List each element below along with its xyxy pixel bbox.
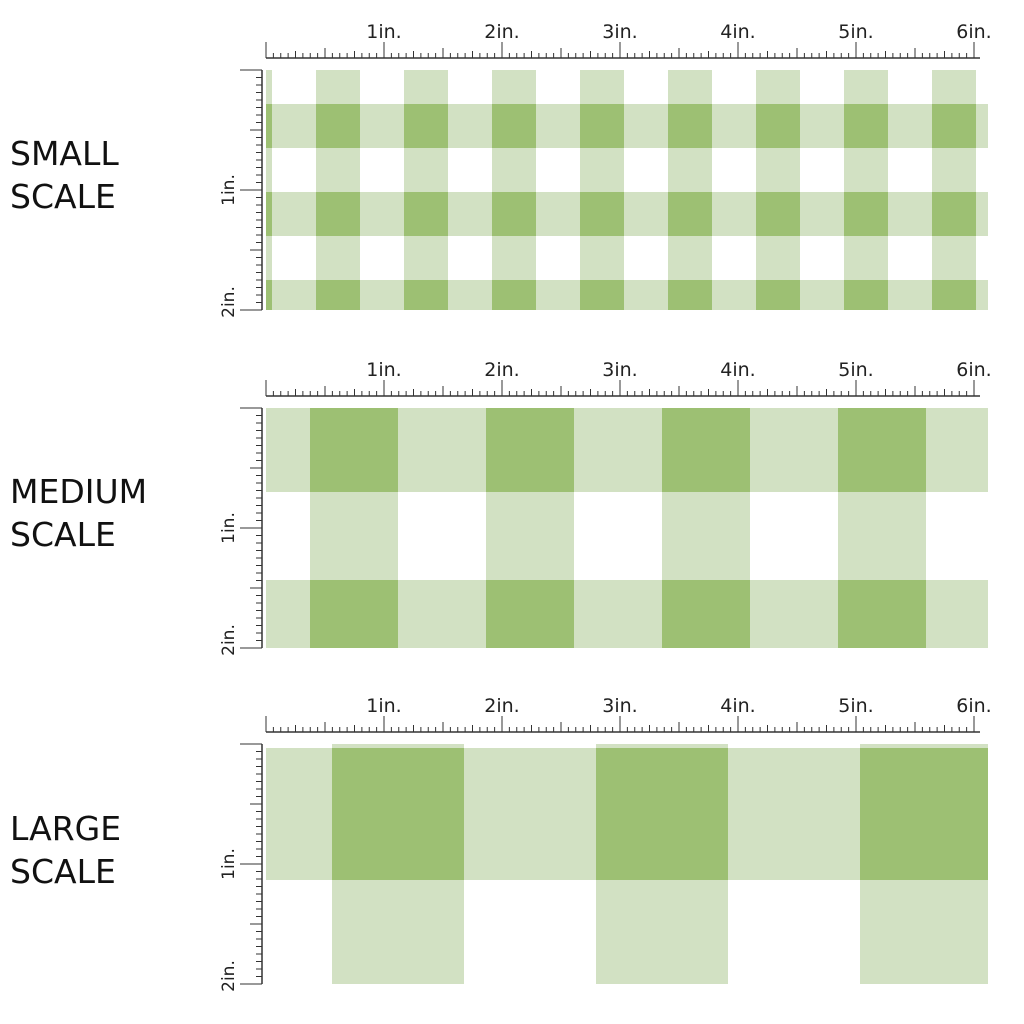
stripe-intersection xyxy=(838,408,926,492)
stripe-intersection xyxy=(404,280,448,310)
gingham-pattern xyxy=(266,408,988,648)
stripe-intersection xyxy=(844,192,888,236)
horizontal-ruler-label: 3in. xyxy=(602,359,637,381)
ruler: 1in. 2in. 3in. 4in. 5in. 6in. 1in. 2in. xyxy=(219,695,992,992)
stripe-intersection xyxy=(756,104,800,148)
stripe-intersection xyxy=(756,280,800,310)
stripe-intersection xyxy=(266,104,272,148)
horizontal-ruler-label: 3in. xyxy=(602,695,637,717)
stripe-intersection xyxy=(662,580,750,648)
stripe-intersection xyxy=(844,280,888,310)
stripe-intersection xyxy=(492,192,536,236)
stripe-intersection xyxy=(932,280,976,310)
vertical-ruler-label: 1in. xyxy=(219,848,239,880)
horizontal-ruler-label: 4in. xyxy=(720,695,755,717)
small-scale-label-line2: SCALE xyxy=(10,177,116,216)
medium-scale-label: MEDIUM SCALE xyxy=(10,470,147,556)
stripe-intersection xyxy=(310,408,398,492)
horizontal-ruler-label: 6in. xyxy=(956,359,991,381)
stripe-intersection xyxy=(932,192,976,236)
stripe-intersection xyxy=(860,748,988,880)
ruler: 1in. 2in. 3in. 4in. 5in. 6in. 1in. 2in. xyxy=(219,21,992,318)
horizontal-ruler-label: 2in. xyxy=(484,695,519,717)
horizontal-ruler-label: 5in. xyxy=(838,695,873,717)
horizontal-ruler-label: 1in. xyxy=(366,359,401,381)
stripe-intersection xyxy=(316,280,360,310)
stripe-intersection xyxy=(838,580,926,648)
vertical-ruler-label: 2in. xyxy=(219,624,239,656)
horizontal-ruler-label: 2in. xyxy=(484,21,519,43)
stripe-intersection xyxy=(668,104,712,148)
stripe-intersection xyxy=(486,408,574,492)
ruler: 1in. 2in. 3in. 4in. 5in. 6in. 1in. 2in. xyxy=(219,359,992,656)
stripe-intersection xyxy=(486,580,574,648)
stripe-intersection xyxy=(492,104,536,148)
stripe-intersection xyxy=(580,104,624,148)
medium-scale-label-line2: SCALE xyxy=(10,515,116,554)
large-scale-label: LARGE SCALE xyxy=(10,807,121,893)
stripe-intersection xyxy=(580,280,624,310)
large-scale-label-line2: SCALE xyxy=(10,852,116,891)
stripe-intersection xyxy=(310,580,398,648)
stripe-intersection xyxy=(596,748,728,880)
medium-scale-label-line1: MEDIUM xyxy=(10,472,148,511)
vertical-stripe xyxy=(266,70,272,310)
horizontal-ruler-label: 5in. xyxy=(838,359,873,381)
stripe-intersection xyxy=(668,280,712,310)
medium-scale-panel: 1in. 2in. 3in. 4in. 5in. 6in. 1in. 2in. xyxy=(219,359,992,656)
small-scale-label: SMALL SCALE xyxy=(10,132,119,218)
horizontal-ruler-label: 3in. xyxy=(602,21,637,43)
small-scale-panel: 1in. 2in. 3in. 4in. 5in. 6in. 1in. 2in. xyxy=(219,21,992,318)
vertical-ruler-label: 2in. xyxy=(219,286,239,318)
stripe-intersection xyxy=(662,408,750,492)
stripe-intersection xyxy=(844,104,888,148)
horizontal-ruler-label: 6in. xyxy=(956,21,991,43)
stripe-intersection xyxy=(668,192,712,236)
stripe-intersection xyxy=(266,280,272,310)
stripe-intersection xyxy=(932,104,976,148)
vertical-ruler-label: 1in. xyxy=(219,512,239,544)
vertical-ruler-label: 1in. xyxy=(219,174,239,206)
horizontal-ruler-label: 1in. xyxy=(366,695,401,717)
horizontal-ruler-label: 1in. xyxy=(366,21,401,43)
horizontal-ruler-label: 6in. xyxy=(956,695,991,717)
stripe-intersection xyxy=(316,104,360,148)
stripe-intersection xyxy=(492,280,536,310)
horizontal-ruler-label: 4in. xyxy=(720,359,755,381)
large-scale-label-line1: LARGE xyxy=(10,809,122,848)
stripe-intersection xyxy=(404,192,448,236)
stripe-intersection xyxy=(756,192,800,236)
stripe-intersection xyxy=(316,192,360,236)
horizontal-ruler-label: 4in. xyxy=(720,21,755,43)
horizontal-ruler-label: 2in. xyxy=(484,359,519,381)
stripe-intersection xyxy=(332,748,464,880)
large-scale-panel: 1in. 2in. 3in. 4in. 5in. 6in. 1in. 2in. xyxy=(219,695,992,992)
stripe-intersection xyxy=(266,192,272,236)
horizontal-ruler-label: 5in. xyxy=(838,21,873,43)
vertical-ruler-label: 2in. xyxy=(219,960,239,992)
gingham-pattern xyxy=(266,70,988,310)
small-scale-label-line1: SMALL xyxy=(10,134,119,173)
gingham-pattern xyxy=(266,744,988,984)
stripe-intersection xyxy=(404,104,448,148)
stripe-intersection xyxy=(580,192,624,236)
